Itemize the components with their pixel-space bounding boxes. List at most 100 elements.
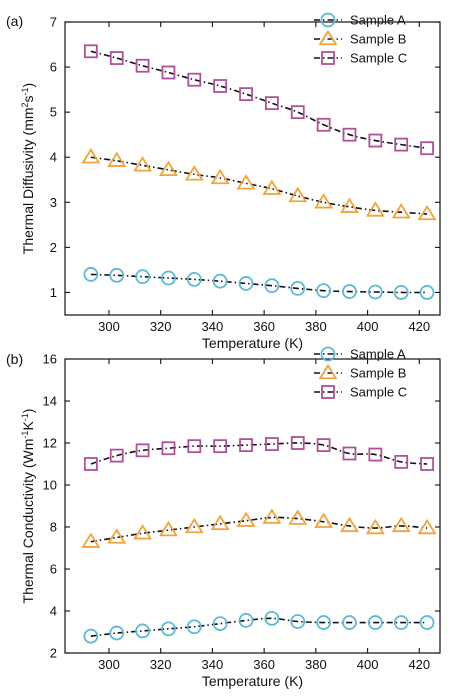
data-point: [210, 168, 230, 185]
data-point: [83, 44, 98, 59]
y-axis-title-part: -1: [20, 413, 30, 421]
data-point: [290, 105, 305, 120]
data-point: [393, 615, 409, 630]
data-point: [367, 615, 383, 630]
data-point: [161, 441, 176, 456]
x-tick-label: 360: [253, 319, 275, 334]
x-tick-label: 400: [357, 657, 379, 672]
data-point: [109, 625, 125, 641]
data-point: [184, 517, 204, 534]
series-sample-b: [81, 508, 437, 548]
series-sample-a: [83, 610, 435, 644]
data-point: [316, 438, 331, 453]
data-point: [365, 201, 385, 217]
data-point: [314, 193, 334, 209]
data-point: [83, 457, 98, 471]
data-point: [83, 267, 99, 282]
data-point: [365, 518, 385, 535]
x-axis-title: Temperature (K): [202, 673, 303, 689]
data-point: [184, 165, 204, 181]
data-point: [262, 179, 282, 195]
data-point: [342, 284, 357, 299]
y-tick-label: 10: [43, 478, 57, 493]
x-tick-label: 360: [253, 657, 275, 672]
data-point: [210, 514, 230, 530]
y-axis-title-part: -1: [20, 431, 30, 439]
data-point: [368, 447, 383, 462]
data-point: [186, 271, 202, 287]
data-point: [316, 615, 332, 630]
y-tick-label: 3: [50, 195, 57, 210]
legend-marker: [321, 385, 335, 399]
y-tick-label: 6: [50, 562, 57, 577]
y-axis-title: Thermal Diffusivity (mm2s-1): [20, 83, 36, 254]
legend-entry: Sample C: [314, 385, 407, 400]
panel-label: (a): [6, 13, 23, 29]
data-point: [186, 619, 202, 635]
series-sample-c: [83, 436, 434, 471]
data-point: [264, 610, 280, 626]
data-point: [368, 133, 383, 148]
y-axis-title-part: s: [20, 95, 36, 102]
data-point: [417, 518, 437, 535]
y-axis-title: Thermal Conductivity (Wm-1K-1): [20, 409, 36, 604]
y-tick-label: 2: [50, 646, 57, 661]
y-axis-title-part: -1: [20, 87, 30, 95]
data-point: [135, 623, 150, 639]
x-tick-label: 400: [357, 319, 379, 334]
data-point: [394, 137, 409, 152]
data-point: [81, 532, 101, 548]
data-point: [417, 204, 437, 221]
data-point: [290, 614, 306, 629]
y-axis-title-part: ): [20, 83, 36, 88]
legend-entry: Sample A: [314, 13, 406, 28]
fit-line: [90, 617, 428, 637]
data-point: [161, 270, 176, 286]
panel-label: (b): [6, 351, 23, 367]
chart-panel-1: 300 320 340 360 380 400 420 1 2 3 4 5 6 7 Temperature …: [6, 13, 441, 351]
x-tick-label: 320: [150, 319, 172, 334]
x-tick-label: 340: [202, 319, 224, 334]
fit-line: [90, 442, 428, 465]
data-point: [367, 284, 383, 300]
y-tick-label: 7: [50, 15, 57, 30]
x-tick-label: 300: [98, 657, 120, 672]
y-tick-label: 8: [50, 520, 57, 535]
legend-label: Sample C: [350, 385, 407, 400]
data-point: [290, 436, 305, 450]
series-sample-a: [83, 267, 435, 300]
legend-marker: [321, 51, 335, 65]
y-tick-label: 6: [50, 60, 57, 75]
data-point: [239, 87, 253, 102]
y-axis-title-part: Thermal Conductivity (Wm: [20, 439, 36, 604]
data-point: [107, 151, 127, 167]
data-point: [342, 615, 357, 630]
legend-marker: [318, 363, 338, 380]
data-point: [239, 438, 253, 453]
x-tick-label: 340: [202, 657, 224, 672]
legend-marker: [318, 29, 338, 46]
data-point: [288, 509, 308, 525]
data-point: [339, 197, 359, 213]
data-point: [419, 285, 435, 300]
x-tick-label: 320: [150, 657, 172, 672]
data-point: [238, 613, 254, 628]
data-point: [238, 276, 254, 291]
data-point: [420, 457, 434, 471]
data-point: [314, 512, 334, 528]
data-point: [236, 511, 256, 527]
data-point: [264, 278, 280, 294]
legend-label: Sample B: [350, 366, 406, 381]
plot-frame: [64, 358, 441, 654]
data-point: [158, 160, 178, 177]
data-point: [391, 516, 411, 533]
data-point: [83, 628, 99, 644]
data-point: [342, 127, 357, 142]
data-point: [212, 616, 228, 631]
data-point: [109, 51, 124, 65]
data-point: [133, 156, 153, 172]
data-point: [81, 148, 101, 164]
y-tick-label: 2: [50, 240, 57, 255]
y-tick-label: 4: [50, 604, 57, 619]
